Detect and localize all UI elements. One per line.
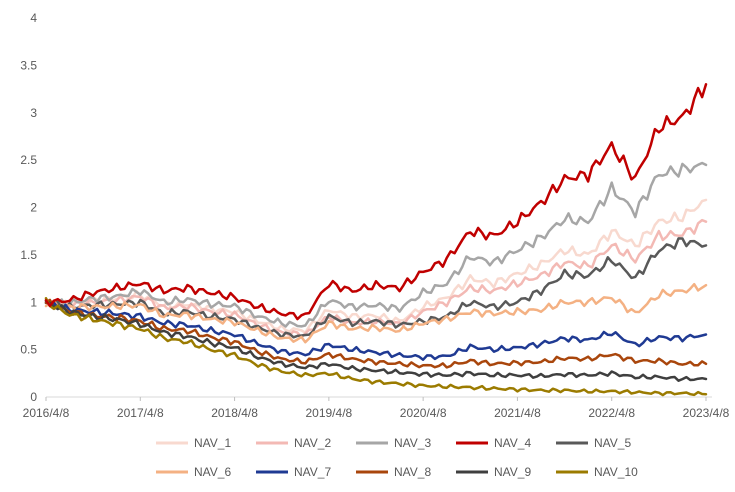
x-tick-label: 2017/4/8	[117, 406, 164, 420]
legend-label: NAV_6	[194, 465, 231, 479]
legend-label: NAV_1	[194, 436, 231, 450]
series-lines	[44, 83, 708, 397]
y-tick-label: 3.5	[20, 58, 37, 72]
x-axis: 2016/4/8 2017/4/8 2018/4/8 2019/4/8 2020/4/8…	[23, 397, 730, 420]
series-line-nav-10	[44, 297, 708, 397]
y-tick-label: 0.5	[20, 343, 37, 357]
x-tick-label: 2021/4/8	[494, 406, 541, 420]
x-tick-label: 2020/4/8	[400, 406, 447, 420]
legend: NAV_1 NAV_2 NAV_3 NAV_4 NAV_5 NAV_6 NAV_7 NAV_8…	[156, 436, 638, 479]
series-line-nav-9	[44, 299, 708, 382]
legend-label: NAV_10	[594, 465, 638, 479]
x-tick-label: 2023/4/8	[683, 406, 730, 420]
series-line-nav-3	[44, 161, 708, 328]
legend-label: NAV_3	[394, 436, 431, 450]
x-tick-label: 2018/4/8	[211, 406, 258, 420]
series-line-nav-6	[44, 282, 708, 344]
x-tick-label: 2019/4/8	[305, 406, 352, 420]
y-tick-label: 2	[30, 201, 37, 215]
x-tick-label: 2022/4/8	[588, 406, 635, 420]
legend-label: NAV_5	[594, 436, 631, 450]
series-line-nav-1	[44, 198, 708, 334]
y-axis: 0 0.5 1 1.5 2 2.5 3 3.5 4	[20, 11, 37, 404]
series-line-nav-4	[44, 83, 708, 321]
legend-label: NAV_4	[494, 436, 531, 450]
legend-label: NAV_7	[294, 465, 331, 479]
y-tick-label: 4	[30, 11, 37, 25]
series-line-nav-7	[44, 301, 708, 361]
legend-label: NAV_9	[494, 465, 531, 479]
legend-label: NAV_8	[394, 465, 431, 479]
y-tick-label: 2.5	[20, 153, 37, 167]
series-line-nav-8	[44, 298, 708, 369]
y-tick-label: 1.5	[20, 248, 37, 262]
y-tick-label: 3	[30, 106, 37, 120]
x-tick-label: 2016/4/8	[23, 406, 70, 420]
y-tick-label: 1	[30, 295, 37, 309]
y-tick-label: 0	[30, 390, 37, 404]
legend-label: NAV_2	[294, 436, 331, 450]
